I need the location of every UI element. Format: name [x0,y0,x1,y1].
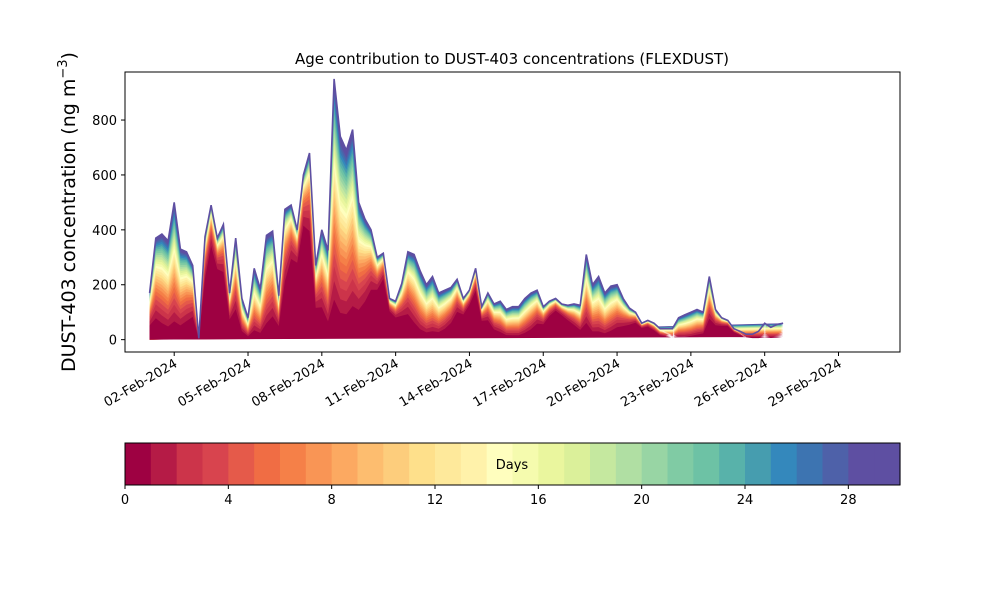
colorbar-segment-day-3 [202,443,229,485]
y-tick-label: 600 [92,169,117,184]
colorbar-segment-day-14 [486,443,514,485]
colorbar-segment-day-21 [667,443,694,485]
colorbar-segment-day-4 [228,443,255,485]
x-tick-label: 23-Feb-2024 [618,356,697,410]
x-tick-label: 05-Feb-2024 [175,356,254,410]
y-axis-label: DUST-403 concentration (ng m−3) [56,52,80,372]
colorbar-segment-day-26 [796,443,824,485]
area-layer-day-0 [149,225,784,340]
colorbar-segment-day-15 [512,443,539,485]
colorbar-segment-day-10 [383,443,410,485]
colorbar-segment-day-12 [435,443,462,485]
y-tick-label: 800 [92,114,117,129]
y-axis-label-main: DUST-403 concentration (ng m [58,79,80,372]
colorbar-segment-day-24 [745,443,772,485]
colorbar-segment-day-0 [125,443,152,485]
colorbar-segment-day-9 [357,443,384,485]
x-axis: 02-Feb-202405-Feb-202408-Feb-202411-Feb-… [102,352,845,410]
stacked-area-layers [148,78,784,340]
colorbar-segment-day-20 [641,443,669,485]
colorbar-segment-day-8 [331,443,359,485]
colorbar-tick-label: 12 [427,493,444,508]
colorbar-tick-label: 20 [633,493,650,508]
y-axis: 0 200 400 600 800 [92,114,125,349]
x-tick-label: 14-Feb-2024 [397,356,476,410]
colorbar-segment-day-29 [874,443,901,485]
colorbar-segment-day-25 [770,443,798,485]
colorbar-segment-day-13 [460,443,488,485]
colorbar-tick-label: 28 [840,493,857,508]
colorbar-tick-label: 4 [224,493,232,508]
plot-frame [124,71,901,353]
x-tick-label: 29-Feb-2024 [766,356,845,410]
x-tick-label: 02-Feb-2024 [102,356,181,410]
x-tick-label: 08-Feb-2024 [249,356,328,410]
colorbar-segment-day-17 [564,443,591,485]
x-tick-label: 17-Feb-2024 [471,356,550,410]
y-tick-label: 400 [92,224,117,239]
colorbar [125,443,901,485]
colorbar-segment-day-28 [848,443,875,485]
colorbar-segment-day-22 [693,443,720,485]
colorbar-segment-day-23 [719,443,746,485]
colorbar-label: Days [496,458,529,473]
x-tick-label: 11-Feb-2024 [323,356,402,410]
colorbar-segment-day-2 [176,443,204,485]
total-concentration-line [148,78,784,339]
colorbar-segment-day-11 [409,443,436,485]
colorbar-tick-label: 8 [328,493,336,508]
colorbar-frame [124,442,901,486]
colorbar-segment-day-7 [305,443,333,485]
colorbar-segment-day-16 [538,443,565,485]
colorbar-tick-label: 24 [737,493,754,508]
colorbar-segment-day-27 [822,443,849,485]
y-tick-label: 200 [92,279,117,294]
colorbar-segment-day-1 [150,443,178,485]
colorbar-segment-day-6 [280,443,307,485]
colorbar-tick-label: 16 [530,493,547,508]
colorbar-segment-day-5 [254,443,281,485]
x-tick-label: 26-Feb-2024 [692,356,771,410]
y-axis-label-close: ) [58,52,80,59]
colorbar-segment-day-19 [615,443,643,485]
chart-title: Age contribution to DUST-403 concentrati… [295,50,729,68]
x-tick-label: 20-Feb-2024 [545,356,624,410]
colorbar-axis: 0 4 8 12 16 20 24 28 [121,485,857,508]
colorbar-segment-day-18 [590,443,617,485]
colorbar-tick-label: 0 [121,493,129,508]
y-tick-label: 0 [109,334,117,349]
y-axis-label-exponent: −3 [56,59,71,78]
